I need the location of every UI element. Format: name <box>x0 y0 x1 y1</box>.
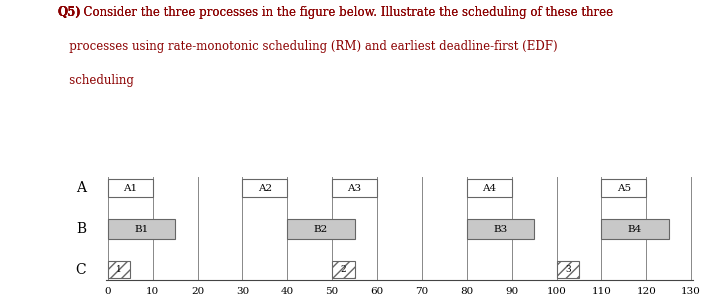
Text: 40: 40 <box>280 287 294 295</box>
Text: 100: 100 <box>546 287 567 295</box>
Bar <box>467 179 512 197</box>
Text: A3: A3 <box>347 183 362 193</box>
Bar <box>332 179 377 197</box>
Text: 20: 20 <box>191 287 204 295</box>
Text: 60: 60 <box>370 287 384 295</box>
Text: 10: 10 <box>146 287 160 295</box>
Text: 0: 0 <box>104 287 111 295</box>
Text: A: A <box>76 181 86 195</box>
Text: 130: 130 <box>681 287 701 295</box>
Text: 90: 90 <box>505 287 518 295</box>
Text: 50: 50 <box>326 287 339 295</box>
Text: C: C <box>75 263 86 277</box>
Text: 80: 80 <box>460 287 473 295</box>
Text: Q5) Consider the three processes in the figure below. Illustrate the scheduling : Q5) Consider the three processes in the … <box>58 6 613 19</box>
Text: B1: B1 <box>134 224 149 234</box>
Text: 3: 3 <box>565 265 571 274</box>
Bar <box>601 219 669 239</box>
Bar <box>108 179 152 197</box>
Text: 30: 30 <box>236 287 249 295</box>
Bar <box>242 179 288 197</box>
Text: 110: 110 <box>592 287 611 295</box>
Bar <box>108 261 130 278</box>
Text: Q5): Q5) <box>58 6 81 19</box>
Text: 120: 120 <box>636 287 656 295</box>
Bar <box>332 261 354 278</box>
Bar <box>557 261 579 278</box>
Text: scheduling: scheduling <box>58 74 134 87</box>
Text: processes using rate-monotonic scheduling (RM) and earliest deadline-first (EDF): processes using rate-monotonic schedulin… <box>58 40 557 53</box>
Bar <box>108 219 175 239</box>
Text: A5: A5 <box>617 183 631 193</box>
Text: B: B <box>75 222 86 236</box>
Text: B3: B3 <box>493 224 508 234</box>
Text: 1: 1 <box>116 265 122 274</box>
Bar <box>288 219 354 239</box>
Text: Q5) Consider the three processes in the figure below. Illustrate the scheduling : Q5) Consider the three processes in the … <box>58 6 613 19</box>
Text: 70: 70 <box>416 287 429 295</box>
Text: B2: B2 <box>313 224 328 234</box>
Bar <box>601 179 646 197</box>
Text: A4: A4 <box>482 183 496 193</box>
Bar <box>467 219 534 239</box>
Text: 2: 2 <box>341 265 347 274</box>
Text: A1: A1 <box>123 183 137 193</box>
Text: A2: A2 <box>258 183 272 193</box>
Text: B4: B4 <box>628 224 642 234</box>
Text: Q5): Q5) <box>58 6 81 19</box>
